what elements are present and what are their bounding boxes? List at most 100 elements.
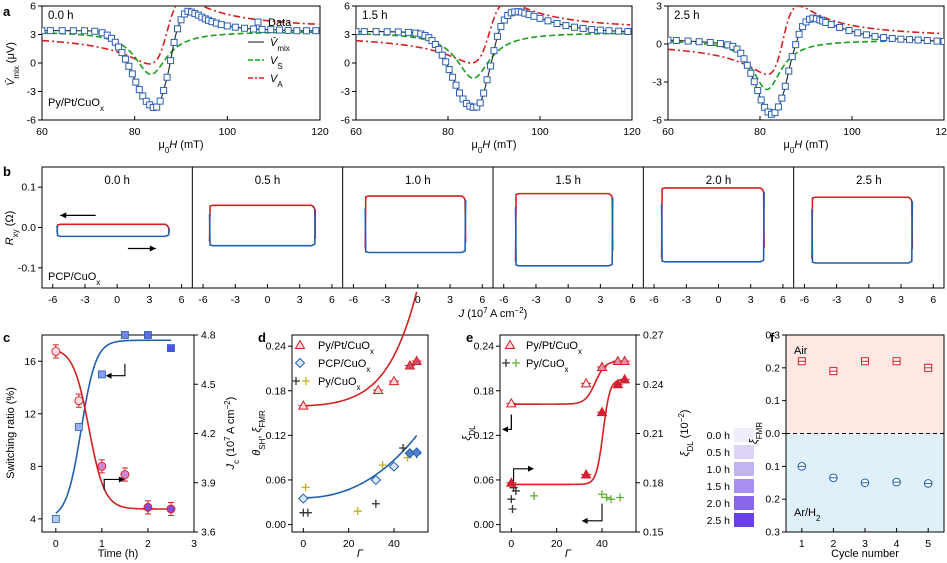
triangle-marker [372, 384, 384, 395]
x-tick-label: 0 [866, 294, 872, 306]
data-point [125, 62, 133, 70]
label-part: −2 [223, 400, 232, 410]
arrow-right-head [149, 245, 156, 252]
legend-label: VS [270, 55, 283, 71]
data-point [781, 82, 789, 90]
loop-lower-branch [364, 200, 467, 254]
y-tick-label: 3.9 [201, 477, 216, 489]
data-point [435, 45, 443, 53]
label-part: ) [524, 308, 528, 320]
y-tick-label: 0.24 [643, 379, 664, 391]
plus-marker [607, 495, 616, 504]
y-tick-label: 0.18 [643, 477, 664, 489]
x-tick-label: 3 [191, 538, 197, 550]
plus-marker [292, 377, 300, 385]
label-part: −2 [515, 306, 525, 315]
y-tick-label: 0.27 [643, 330, 664, 342]
jc-fit-curve [55, 349, 171, 510]
label-part: (mT) [177, 139, 203, 151]
plus-marker [399, 443, 408, 452]
data-point [596, 26, 604, 34]
pypt-fit-curve [303, 291, 418, 407]
data-point [914, 36, 922, 44]
y-tick-label: 6 [30, 1, 36, 13]
data-point [108, 34, 115, 42]
y-tick-label: 4 [30, 513, 36, 525]
time-colorbar: 0.0 h 0.5 h 1.0 h 1.5 h 2.0 h 2.5 h [707, 428, 754, 527]
y-tick-label: 12 [24, 408, 36, 420]
panel-b-4: -6 -3 0 3 6 1.5 h [492, 167, 636, 306]
label-part: mix [12, 66, 21, 78]
data-point [132, 78, 140, 86]
x-tick-label: 1 [99, 538, 105, 550]
data-point [476, 99, 484, 107]
y-axis-label: ξFMR [748, 422, 764, 444]
plot-area [668, 6, 944, 118]
data-point [579, 24, 587, 32]
plus-marker [507, 495, 516, 504]
y-axis-label: ξDL [461, 425, 477, 441]
data-point [293, 27, 301, 35]
arrow-to-right-axis [103, 478, 123, 490]
air-region [786, 335, 944, 434]
panel-b-3: -6 -3 0 3 6 1.0 h [342, 167, 485, 306]
data-point [871, 32, 879, 40]
label-part: , [251, 433, 263, 439]
loop-lower-branch [811, 201, 914, 264]
triangle-marker [504, 339, 516, 349]
x-tick-label: 0 [265, 294, 271, 306]
diamond-marker [298, 493, 309, 504]
x-tick-label: 2 [145, 538, 151, 550]
y-tick-label: 0 [344, 58, 350, 70]
y-tick-label: 0.2 [765, 362, 780, 374]
data-point [923, 37, 931, 45]
data-point [854, 29, 862, 37]
loop-lower-branch [56, 225, 171, 238]
data-point [223, 22, 231, 30]
sample-label: Py/Pt/CuOx [48, 97, 104, 113]
arrow-to-left-axis-head [502, 426, 508, 433]
data-point [733, 45, 741, 53]
diamond-marker [411, 447, 422, 458]
data-point [754, 87, 762, 95]
data-point [438, 51, 446, 59]
left-fit-curve [511, 360, 625, 405]
time-label: 0.5 h [255, 175, 281, 187]
data-point [372, 28, 380, 36]
data-point [121, 55, 129, 63]
time-label: 1.0 h [405, 175, 431, 187]
label-part: θ [251, 450, 263, 456]
triangle-marker [612, 378, 624, 389]
x-tick-label: 20 [343, 538, 355, 550]
x-tick-label: 0 [716, 294, 722, 306]
label-part: SH [258, 438, 267, 449]
x-tick-label: 4 [894, 538, 900, 550]
plus-marker [502, 359, 510, 367]
y-tick-label: 0.00 [266, 519, 287, 531]
x-axis-label: μ0H (mT) [783, 139, 828, 155]
label-part: PCP/CuO [48, 271, 97, 283]
data-point [249, 25, 257, 33]
y-tick-label: 0.24 [266, 341, 287, 353]
triangle-marker [596, 406, 608, 417]
label-part: x [100, 104, 104, 113]
legend-label: Py/CuOx [526, 358, 569, 374]
data-point [933, 37, 941, 45]
jc-point [143, 502, 153, 512]
y-tick-label: -6 [341, 115, 350, 127]
panel-b-1: -6 -3 0 3 6 0.0 h [48, 175, 185, 306]
label-part: mix [277, 44, 289, 53]
x-tick-label: 6 [329, 294, 335, 306]
plus-marker [353, 507, 362, 516]
x-tick-label: -3 [832, 294, 841, 306]
data-point [788, 53, 796, 61]
plot-area [356, 6, 632, 111]
data-point [615, 27, 623, 35]
label-part: x [96, 278, 100, 287]
data-point [46, 27, 54, 35]
va-curve [668, 6, 943, 76]
y-tick-label: 0.18 [266, 385, 287, 397]
y-tick-label: 4.5 [201, 379, 216, 391]
